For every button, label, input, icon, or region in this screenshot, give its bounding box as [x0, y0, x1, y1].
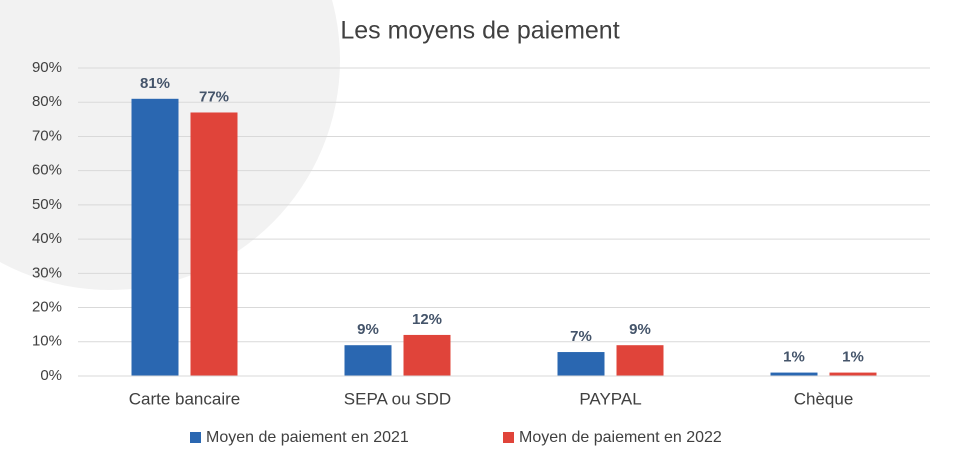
y-tick-label: 80% — [32, 93, 62, 110]
legend-label: Moyen de paiement en 2021 — [206, 429, 409, 446]
y-tick-label: 70% — [32, 127, 62, 144]
value-label: 7% — [570, 328, 592, 345]
legend-swatch — [190, 432, 201, 443]
x-tick-label: PAYPAL — [579, 389, 641, 408]
legend-swatch — [503, 432, 514, 443]
value-label: 12% — [412, 311, 442, 328]
value-label: 1% — [783, 349, 805, 366]
legend-label: Moyen de paiement en 2022 — [519, 429, 722, 446]
y-tick-label: 0% — [40, 367, 62, 384]
bar — [344, 345, 392, 376]
x-tick-label: Chèque — [794, 389, 854, 408]
bar — [616, 345, 664, 376]
value-label: 1% — [842, 349, 864, 366]
y-tick-label: 50% — [32, 196, 62, 213]
bar — [829, 372, 877, 376]
bar — [403, 334, 451, 376]
chart-title: Les moyens de paiement — [340, 17, 619, 45]
y-tick-label: 10% — [32, 333, 62, 350]
y-tick-label: 40% — [32, 230, 62, 247]
bar — [131, 98, 179, 377]
x-tick-label: SEPA ou SDD — [344, 389, 451, 408]
value-label: 9% — [357, 321, 379, 338]
bar — [557, 352, 605, 376]
bar — [770, 372, 818, 376]
y-tick-label: 20% — [32, 299, 62, 316]
y-tick-label: 30% — [32, 264, 62, 281]
x-tick-label: Carte bancaire — [129, 389, 241, 408]
value-label: 77% — [199, 88, 229, 105]
value-label: 81% — [140, 75, 170, 92]
y-tick-label: 90% — [32, 59, 62, 76]
y-tick-label: 60% — [32, 162, 62, 179]
bar — [190, 112, 238, 376]
value-label: 9% — [629, 321, 651, 338]
